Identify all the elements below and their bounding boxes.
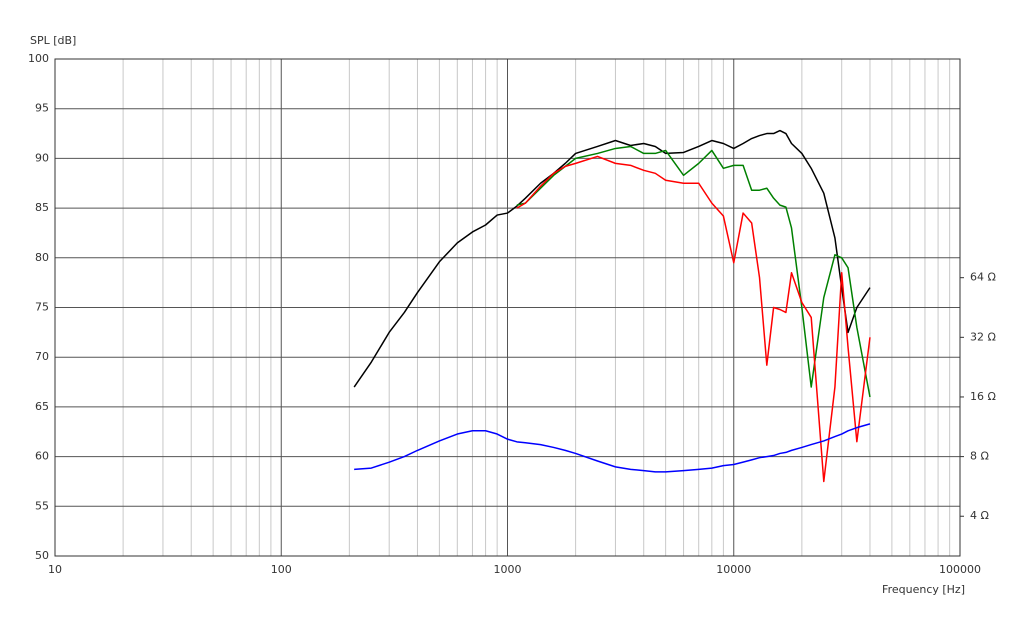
y-tick-label: 60 [35,450,49,463]
grid [54,58,964,557]
x-tick-label: 100000 [939,563,981,576]
series-line [516,145,871,398]
y-tick-label: 70 [35,350,49,363]
x-tick-label: 10000 [716,563,751,576]
y-tick-label: 80 [35,251,49,264]
y-tick-label: 50 [35,549,49,562]
plot-frame [54,58,961,557]
y-tick-label: 90 [35,151,49,164]
x-tick-label: 10 [48,563,62,576]
x-axis-label: Frequency [Hz] [882,583,965,596]
y2-tick-label: 8 Ω [970,450,989,463]
y-tick-label: 55 [35,499,49,512]
y-tick-label: 85 [35,201,49,214]
series-line [353,129,871,388]
y2-tick-label: 16 Ω [970,390,996,403]
lines [353,129,871,483]
y-tick-label: 95 [35,102,49,115]
y2-tick-label: 64 Ω [970,271,996,284]
series-line [354,423,871,473]
x-tick-label: 1000 [494,563,522,576]
series-line [516,155,871,483]
x-tick-label: 100 [271,563,292,576]
y-tick-label: 75 [35,301,49,314]
y-axis-label: SPL [dB] [30,34,76,47]
y-tick-label: 65 [35,400,49,413]
y2-tick-label: 32 Ω [970,330,996,343]
y-tick-label: 100 [28,52,49,65]
y2-tick-label: 4 Ω [970,509,989,522]
